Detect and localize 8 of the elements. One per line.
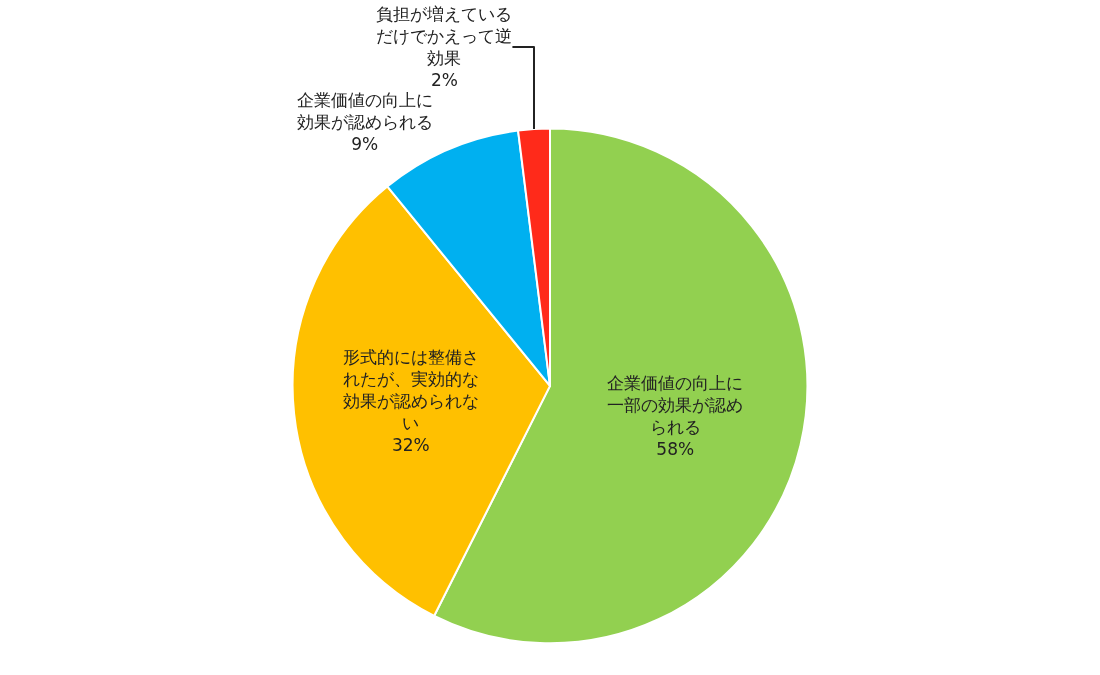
data-label: 32%: [391, 435, 430, 456]
slice-label: 企業価値の向上に一部の効果が認められる: [607, 372, 744, 437]
slice-label: 負担が増えているだけでかえって逆効果: [376, 3, 513, 68]
data-label: 58%: [656, 438, 695, 459]
slice-label: 形式的には整備されたが、実効的な効果が認められない: [342, 346, 479, 434]
slice-label: 企業価値の向上に効果が認められる: [296, 90, 433, 133]
data-label: 9%: [351, 134, 379, 155]
data-label: 2%: [430, 70, 458, 91]
